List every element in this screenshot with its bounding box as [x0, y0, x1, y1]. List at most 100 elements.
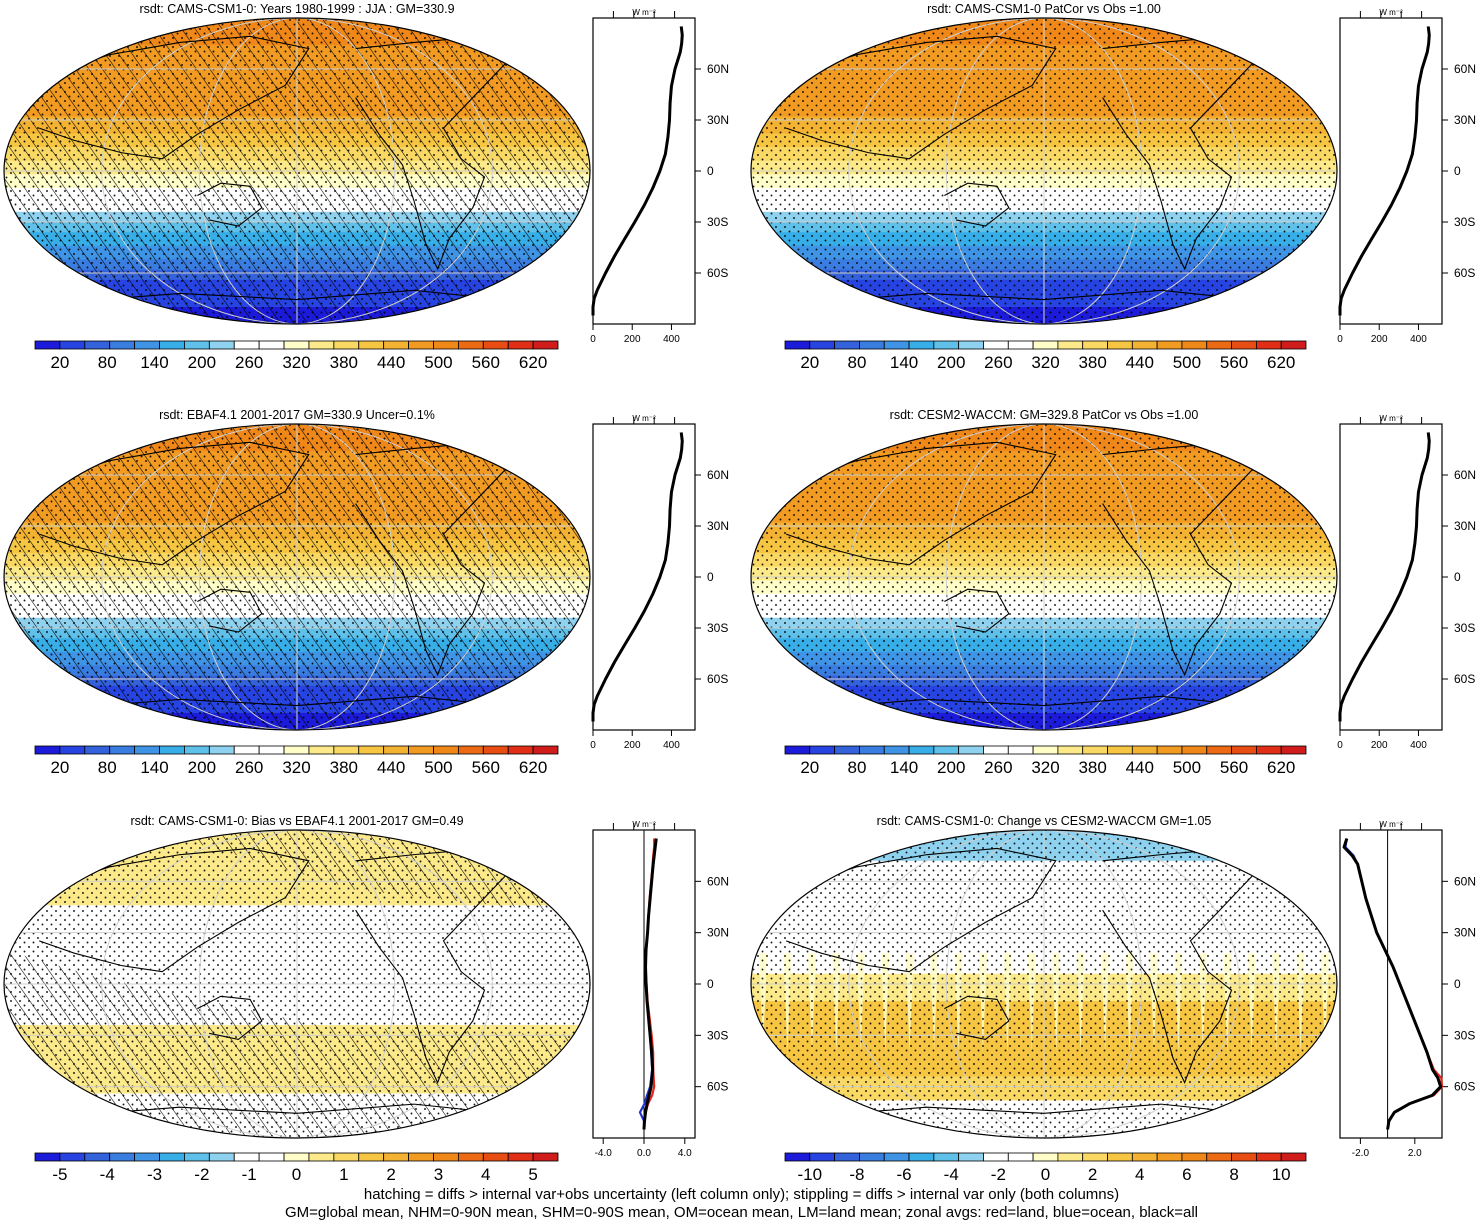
- graticule-meridian: [1043, 424, 1240, 730]
- colorbar-0: 20 80 140 200 260 320 380 440 500 560 620: [34, 340, 559, 372]
- profile-x-tick-label: 200: [624, 334, 641, 345]
- coastline: [197, 182, 263, 227]
- colorbar-label: 0: [1041, 1165, 1050, 1184]
- colorbar-swatch: [834, 745, 860, 755]
- colorbar-label: 260: [984, 353, 1012, 372]
- colorbar-swatch: [983, 340, 1009, 350]
- map-outline: [750, 829, 1338, 1139]
- graticule-meridian: [1043, 424, 1143, 730]
- colorbar-swatch: [1156, 1152, 1183, 1162]
- colorbar-label: 200: [188, 758, 216, 777]
- coastline: [197, 588, 263, 633]
- colorbar-5: -10 -8 -6 -4 -2 0 2 4 6 8 10: [784, 1152, 1307, 1184]
- profile-y-tick-label: 30S: [707, 215, 728, 229]
- coastline: [15, 35, 310, 160]
- colorbar-swatch: [958, 745, 984, 755]
- colorbar-label: 320: [1031, 758, 1059, 777]
- colorbar-label: 5: [528, 1165, 537, 1184]
- profile-y-tick-label: 30N: [1454, 113, 1476, 127]
- footer-line-1: hatching = diffs > internal var+obs unce…: [363, 1186, 1120, 1203]
- colorbar-label: 4: [1135, 1165, 1144, 1184]
- colorbar-swatch: [433, 1152, 459, 1162]
- profile-units: W m⁻²: [1379, 820, 1403, 829]
- colorbar-swatch: [1231, 745, 1257, 755]
- profile-all-line: [1338, 26, 1431, 316]
- profile-units: W m⁻²: [1379, 414, 1403, 423]
- colorbar-label: 500: [1173, 758, 1201, 777]
- colorbar-swatch: [84, 1152, 111, 1162]
- colorbar-swatch: [408, 340, 434, 350]
- graticule-meridian: [945, 18, 1045, 324]
- colorbar-label: -6: [897, 1165, 912, 1184]
- colorbar-swatch: [233, 340, 260, 350]
- colorbar-swatch: [1131, 745, 1158, 755]
- colorbar-label: 440: [1126, 353, 1154, 372]
- profile-y-tick-label: 60S: [1454, 1080, 1475, 1094]
- colorbar-swatch: [1082, 1152, 1108, 1162]
- profile-x-tick-label: 200: [1371, 740, 1388, 751]
- profile-units: W m⁻²: [632, 820, 656, 829]
- colorbar-label: 500: [424, 758, 452, 777]
- colorbar-swatch: [283, 745, 310, 755]
- graticule-meridian: [1043, 18, 1240, 324]
- colorbar-swatch: [358, 745, 385, 755]
- colorbar-swatch: [1107, 745, 1133, 755]
- profile-y-tick-label: 60N: [1454, 468, 1476, 482]
- colorbar-label: 560: [1220, 758, 1248, 777]
- colorbar-swatch: [109, 340, 136, 350]
- colorbar-swatch: [159, 745, 185, 755]
- colorbar-label: 4: [481, 1165, 490, 1184]
- graticule-meridian: [1043, 830, 1240, 1138]
- panel-title-4: rsdt: CAMS-CSM1-0: Bias vs EBAF4.1 2001-…: [130, 814, 463, 828]
- colorbar-swatch: [883, 745, 910, 755]
- colorbar-swatch: [383, 340, 409, 350]
- colorbar-label: 0: [292, 1165, 301, 1184]
- coastline: [62, 289, 532, 304]
- colorbar-swatch: [1007, 340, 1034, 350]
- colorbar-swatch: [507, 340, 534, 350]
- map-panel-2: [3, 423, 591, 731]
- graticule-meridian: [296, 424, 493, 730]
- graticule-meridian: [198, 18, 298, 324]
- colorbar-swatch: [59, 745, 86, 755]
- coastline: [762, 441, 1057, 566]
- graticule-meridian: [198, 830, 298, 1138]
- colorbar-swatch: [482, 340, 509, 350]
- colorbar-swatch: [457, 745, 484, 755]
- profile-y-tick-label: 60S: [707, 266, 728, 280]
- colorbar-label: 140: [890, 758, 918, 777]
- panel-title-1: rsdt: CAMS-CSM1-0 PatCor vs Obs =1.00: [927, 2, 1161, 16]
- graticule-meridian: [101, 830, 298, 1138]
- colorbar-label: 260: [984, 758, 1012, 777]
- colorbar-swatch: [159, 340, 185, 350]
- profile-x-tick-label: 200: [624, 740, 641, 751]
- colorbar-swatch: [134, 1152, 160, 1162]
- colorbar-swatch: [59, 1152, 86, 1162]
- colorbar-label: 320: [1031, 353, 1059, 372]
- colorbar-swatch: [1057, 745, 1084, 755]
- profile-y-tick-label: 60S: [1454, 266, 1475, 280]
- profile-y-tick-label: 0: [1454, 977, 1461, 991]
- colorbar-label: 320: [282, 758, 310, 777]
- colorbar-swatch: [532, 340, 559, 350]
- profile-y-tick-label: 60N: [707, 62, 729, 76]
- colorbar-swatch: [59, 340, 86, 350]
- profile-units: W m⁻²: [632, 414, 656, 423]
- colorbar-label: 380: [330, 758, 358, 777]
- colorbar-swatch: [333, 340, 360, 350]
- profile-all-line: [1342, 838, 1443, 1130]
- colorbar-swatch: [134, 340, 160, 350]
- colorbar-1: 20 80 140 200 260 320 380 440 500 560 620: [784, 340, 1307, 372]
- colorbar-swatch: [1032, 745, 1059, 755]
- colorbar-swatch: [308, 1152, 335, 1162]
- colorbar-swatch: [134, 745, 160, 755]
- profile-y-tick-label: 30N: [1454, 926, 1476, 940]
- profile-all-line: [1338, 432, 1431, 722]
- profile-x-tick-label: 200: [1371, 334, 1388, 345]
- graticule-meridian: [1043, 830, 1143, 1138]
- graticule-meridian: [848, 830, 1045, 1138]
- colorbar-swatch: [983, 1152, 1009, 1162]
- colorbar-swatch: [1032, 340, 1059, 350]
- colorbar-swatch: [1082, 340, 1108, 350]
- colorbar-label: 140: [140, 353, 168, 372]
